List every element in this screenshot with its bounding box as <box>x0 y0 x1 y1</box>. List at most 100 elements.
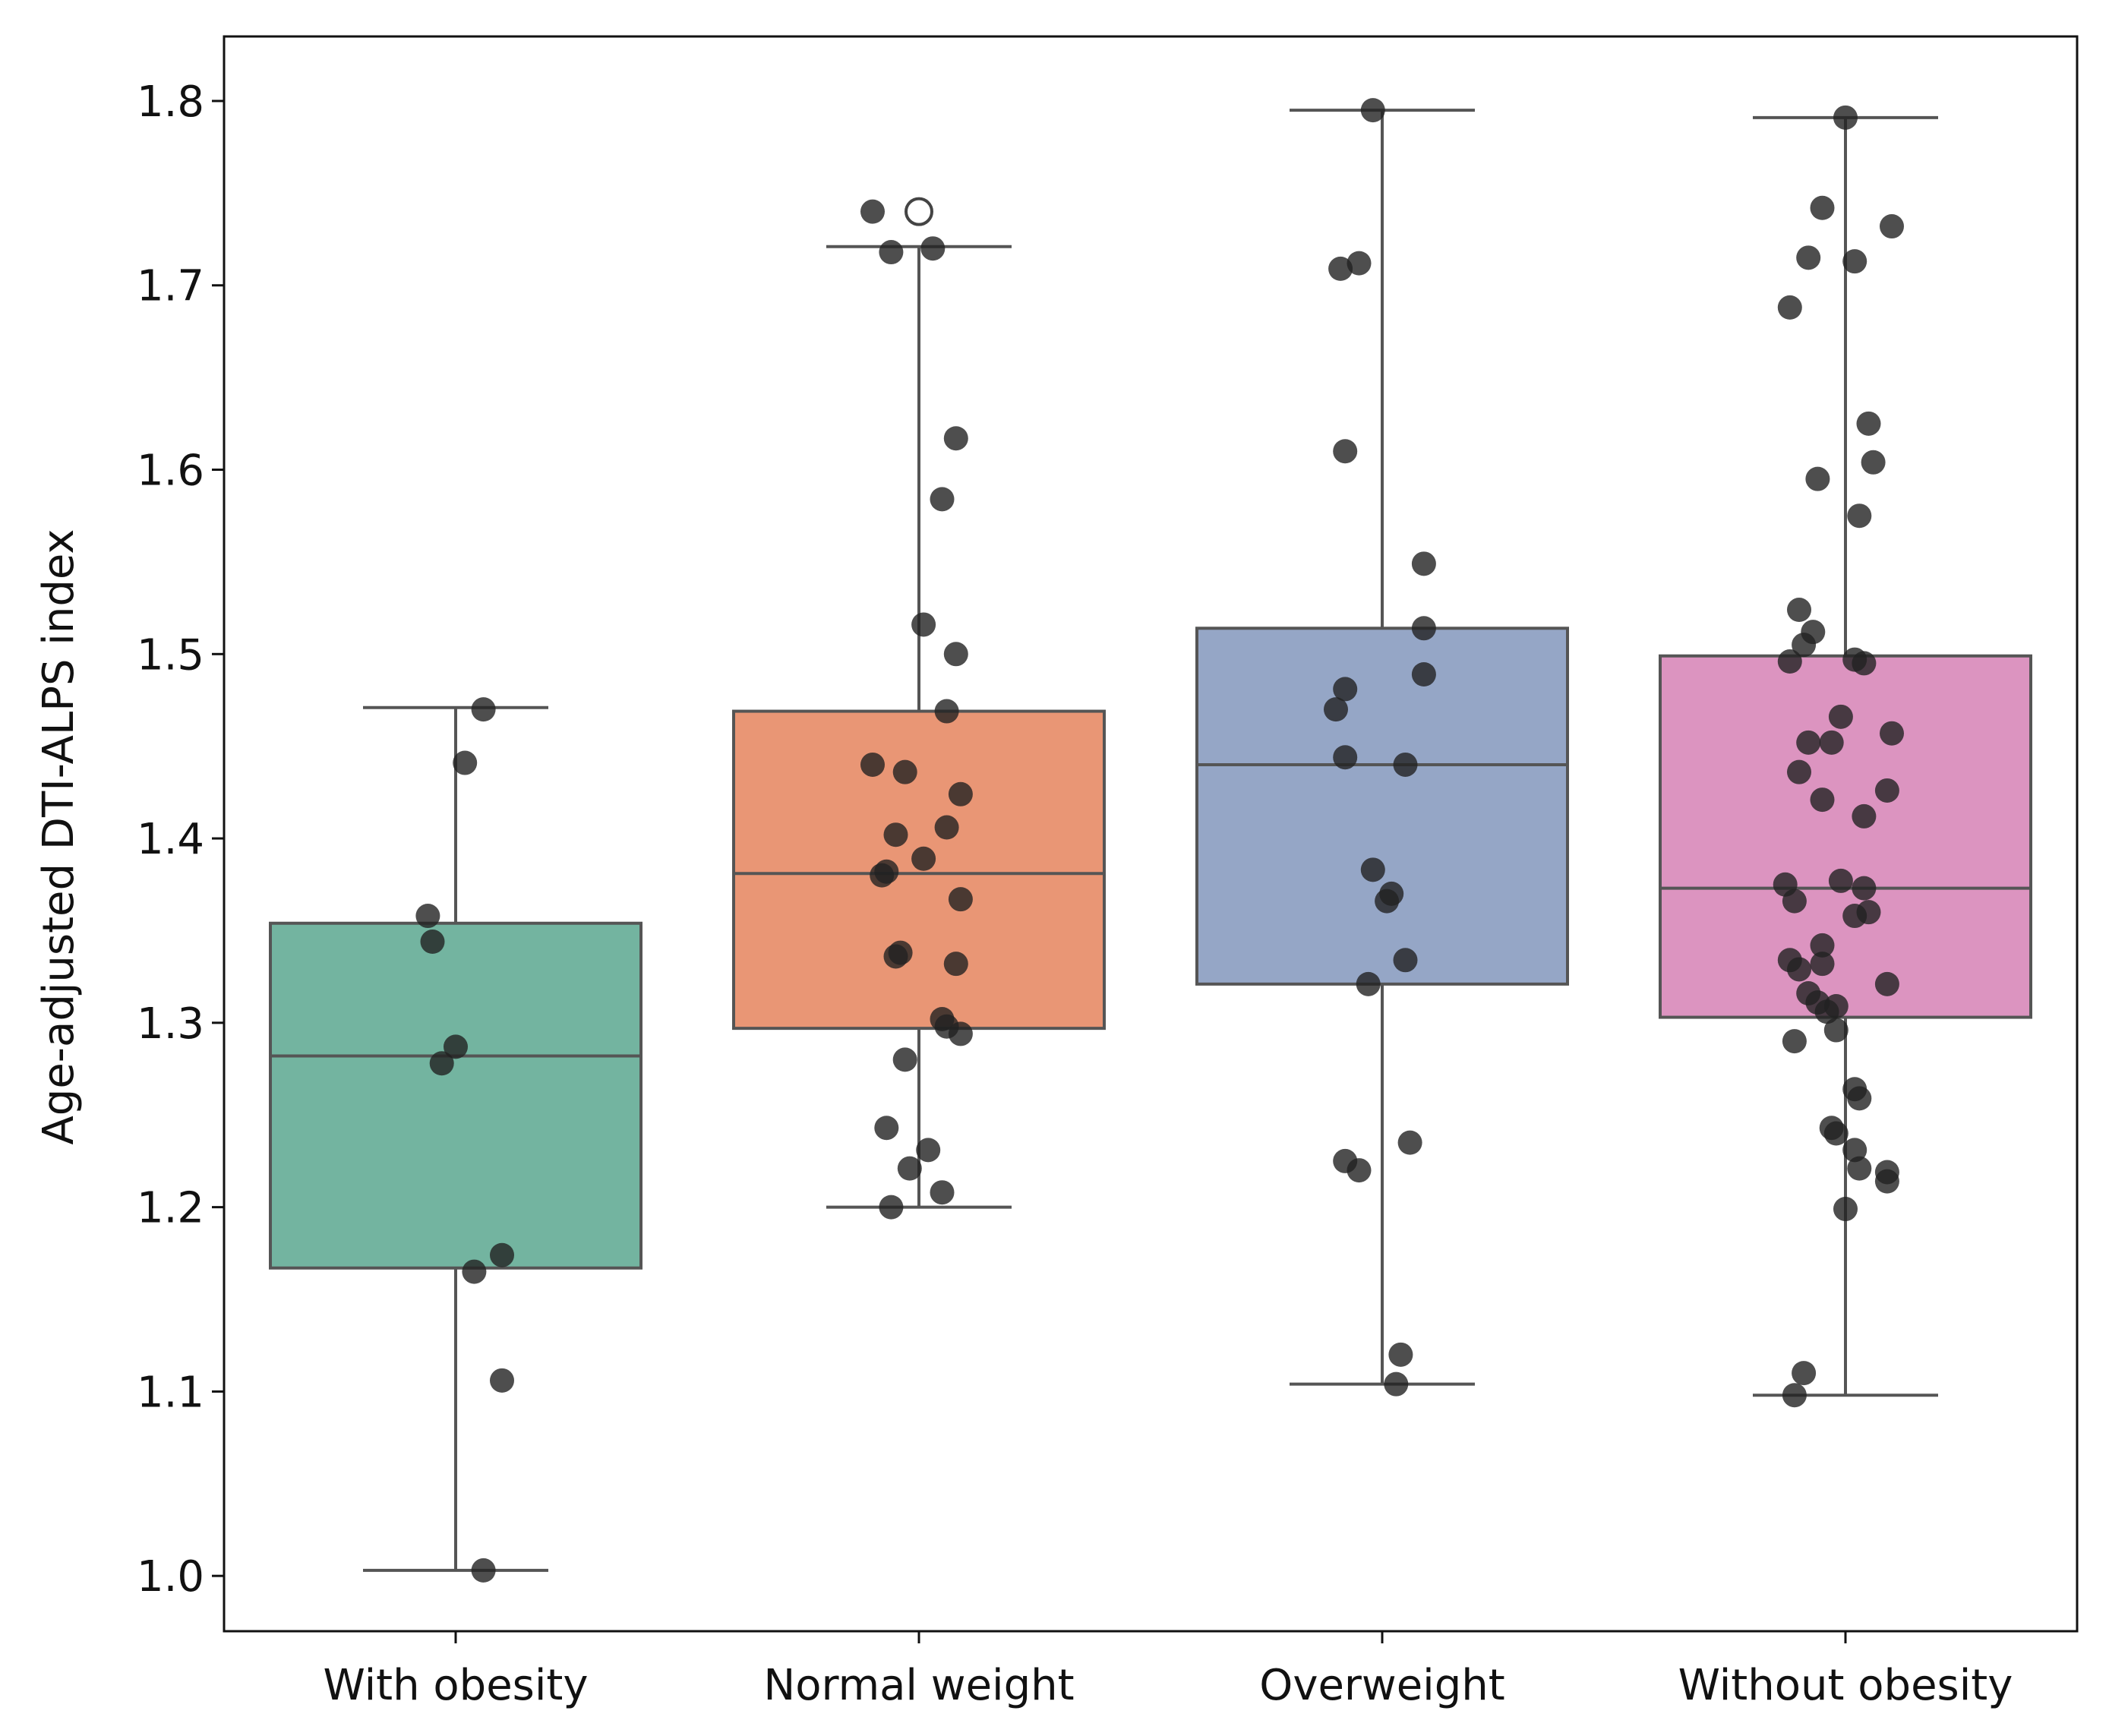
data-point <box>1842 249 1867 274</box>
y-tick-label: 1.0 <box>137 1552 204 1602</box>
data-point <box>1847 1086 1872 1111</box>
boxes-layer <box>269 109 2032 1572</box>
data-point <box>1360 857 1385 882</box>
data-point <box>860 199 885 224</box>
data-point <box>1874 778 1899 803</box>
x-tick-label: Without obesity <box>1678 1661 2013 1710</box>
x-tick-label: Normal weight <box>763 1661 1074 1710</box>
data-point <box>1782 1029 1807 1054</box>
data-point <box>1333 439 1358 464</box>
data-point <box>892 759 917 784</box>
data-point <box>920 236 946 261</box>
outlier-marker <box>905 197 933 226</box>
data-point <box>1411 551 1436 576</box>
data-point <box>1880 214 1904 239</box>
data-point <box>916 1138 941 1163</box>
data-point <box>860 752 885 777</box>
data-point <box>1796 245 1821 270</box>
data-point <box>1810 933 1835 958</box>
data-point <box>1384 1371 1409 1397</box>
data-point <box>1819 730 1844 755</box>
data-point <box>1842 1138 1867 1163</box>
points-group-2 <box>860 199 973 1220</box>
data-point <box>934 699 959 724</box>
data-point <box>1796 730 1821 755</box>
data-point <box>1852 651 1877 676</box>
data-point <box>1328 256 1353 281</box>
data-point <box>943 952 968 977</box>
data-point <box>1782 1383 1807 1408</box>
y-tick-label: 1.1 <box>137 1368 204 1417</box>
y-tick-label: 1.6 <box>137 447 204 496</box>
data-point <box>1360 98 1385 123</box>
data-point <box>1388 1342 1413 1367</box>
data-point <box>911 846 936 871</box>
data-point <box>1787 957 1811 982</box>
points-group-3 <box>1324 98 1436 1397</box>
data-point <box>490 1368 514 1393</box>
data-point <box>1814 999 1839 1024</box>
data-point <box>948 1021 973 1046</box>
data-point <box>1782 889 1807 914</box>
data-point <box>1823 1018 1849 1043</box>
y-tick-label: 1.2 <box>137 1184 204 1233</box>
data-point <box>948 781 973 806</box>
data-point <box>490 1242 514 1267</box>
data-point <box>1411 616 1436 641</box>
data-point <box>1823 1121 1849 1146</box>
data-point <box>1874 1169 1899 1194</box>
data-point <box>1777 649 1802 674</box>
y-tick-label: 1.7 <box>137 262 204 311</box>
data-point <box>1393 752 1418 777</box>
data-point <box>1810 195 1835 220</box>
data-point <box>429 1051 454 1076</box>
data-point <box>1333 745 1358 770</box>
data-point <box>1828 868 1853 893</box>
data-point <box>1874 971 1899 996</box>
data-point <box>911 612 936 637</box>
data-point <box>943 642 968 667</box>
data-point <box>1852 803 1877 829</box>
data-point <box>1847 503 1872 529</box>
data-point <box>471 1558 496 1583</box>
data-point <box>874 1116 899 1141</box>
points-group-4 <box>1773 105 1904 1408</box>
data-point <box>1397 1130 1422 1155</box>
data-point <box>1842 904 1867 929</box>
x-tick-label: Overweight <box>1259 1661 1505 1710</box>
data-point <box>1847 1156 1872 1181</box>
y-tick-label: 1.8 <box>137 77 204 127</box>
data-point <box>453 750 478 775</box>
data-point <box>1805 466 1830 491</box>
data-point <box>1333 677 1358 702</box>
data-point <box>1861 450 1886 475</box>
data-point <box>874 859 899 884</box>
data-point <box>1852 876 1877 901</box>
data-point <box>1792 1361 1817 1386</box>
data-point <box>1787 759 1811 784</box>
y-axis: 1.0 1.1 1.2 1.3 1.4 1.5 1.6 1.7 1.8 <box>137 77 224 1602</box>
data-point <box>934 815 959 840</box>
y-axis-title: Age-adjusted DTI-ALPS index <box>34 529 84 1144</box>
y-tick-label: 1.4 <box>137 815 204 864</box>
data-point <box>897 1156 922 1181</box>
data-point <box>1792 633 1817 658</box>
box-group-1 <box>269 705 642 1572</box>
data-point <box>1324 697 1348 722</box>
iqr-box <box>269 921 642 1270</box>
data-point <box>1777 295 1802 320</box>
data-point <box>471 697 496 722</box>
iqr-box <box>1195 627 1569 986</box>
data-point <box>1787 598 1811 623</box>
data-point <box>1856 411 1881 436</box>
data-point <box>1833 105 1858 130</box>
data-point <box>1411 662 1436 687</box>
data-point <box>930 1180 955 1205</box>
data-point <box>420 930 445 955</box>
data-point <box>1375 889 1400 914</box>
data-point <box>1880 721 1904 746</box>
data-point <box>1347 1158 1372 1183</box>
data-point <box>1356 971 1381 996</box>
